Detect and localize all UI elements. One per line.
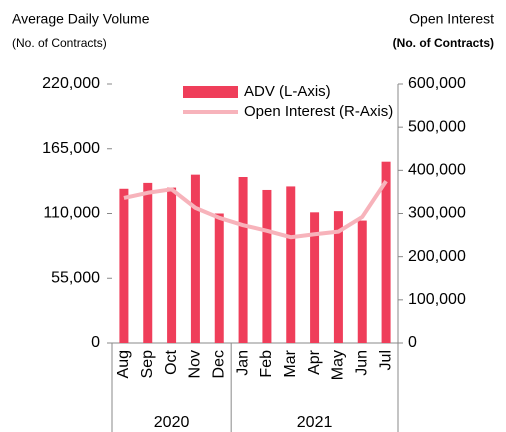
x-tick-label: Oct (163, 349, 180, 374)
y2-tick-label: 400,000 (408, 162, 466, 179)
bar (310, 212, 320, 343)
y2-tick-label: 600,000 (408, 75, 466, 92)
y-tick-label: 220,000 (42, 75, 100, 92)
y2-tick-label: 100,000 (408, 291, 466, 308)
y2-title: Open Interest (409, 11, 494, 27)
bar (214, 213, 224, 343)
x-tick-label: Jan (234, 350, 251, 376)
group-label: 2021 (297, 414, 333, 431)
y-tick-label: 110,000 (43, 205, 100, 222)
x-tick-label: Dec (210, 350, 227, 378)
bar (238, 177, 248, 343)
x-tick-label: Aug (115, 350, 132, 378)
legend-label: ADV (L-Axis) (244, 83, 331, 100)
y-tick-label: 0 (91, 334, 100, 351)
x-tick-label: Nov (187, 350, 204, 378)
y2-subtitle: (No. of Contracts) (393, 36, 494, 50)
group-label: 2020 (154, 414, 190, 431)
y2-tick-label: 0 (408, 334, 417, 351)
legend-label: Open Interest (R-Axis) (244, 103, 393, 120)
x-tick-label: May (330, 350, 347, 380)
bar (119, 188, 129, 343)
bar (262, 189, 272, 343)
line (123, 180, 388, 240)
bar (143, 182, 153, 343)
bar (381, 161, 391, 343)
bar (286, 186, 296, 343)
chart-subtitle: (No. of Contracts) (12, 36, 107, 50)
y2-tick-label: 500,000 (408, 118, 466, 135)
bar (167, 187, 177, 343)
x-tick-label: Sep (139, 350, 156, 379)
x-tick-label: Mar (282, 349, 299, 377)
x-tick-label: Jun (353, 350, 370, 376)
bar (357, 220, 367, 343)
chart-title: Average Daily Volume (12, 11, 150, 27)
x-tick-label: Feb (258, 350, 275, 378)
y2-tick-label: 300,000 (408, 205, 466, 222)
y-tick-label: 55,000 (51, 269, 100, 286)
x-tick-label: Jul (377, 350, 394, 370)
bar (333, 211, 343, 343)
x-tick-label: Apr (306, 349, 323, 375)
y-tick-label: 165,000 (42, 140, 100, 157)
y2-tick-label: 200,000 (408, 248, 466, 265)
legend-swatch (183, 86, 238, 98)
bar (190, 174, 200, 343)
